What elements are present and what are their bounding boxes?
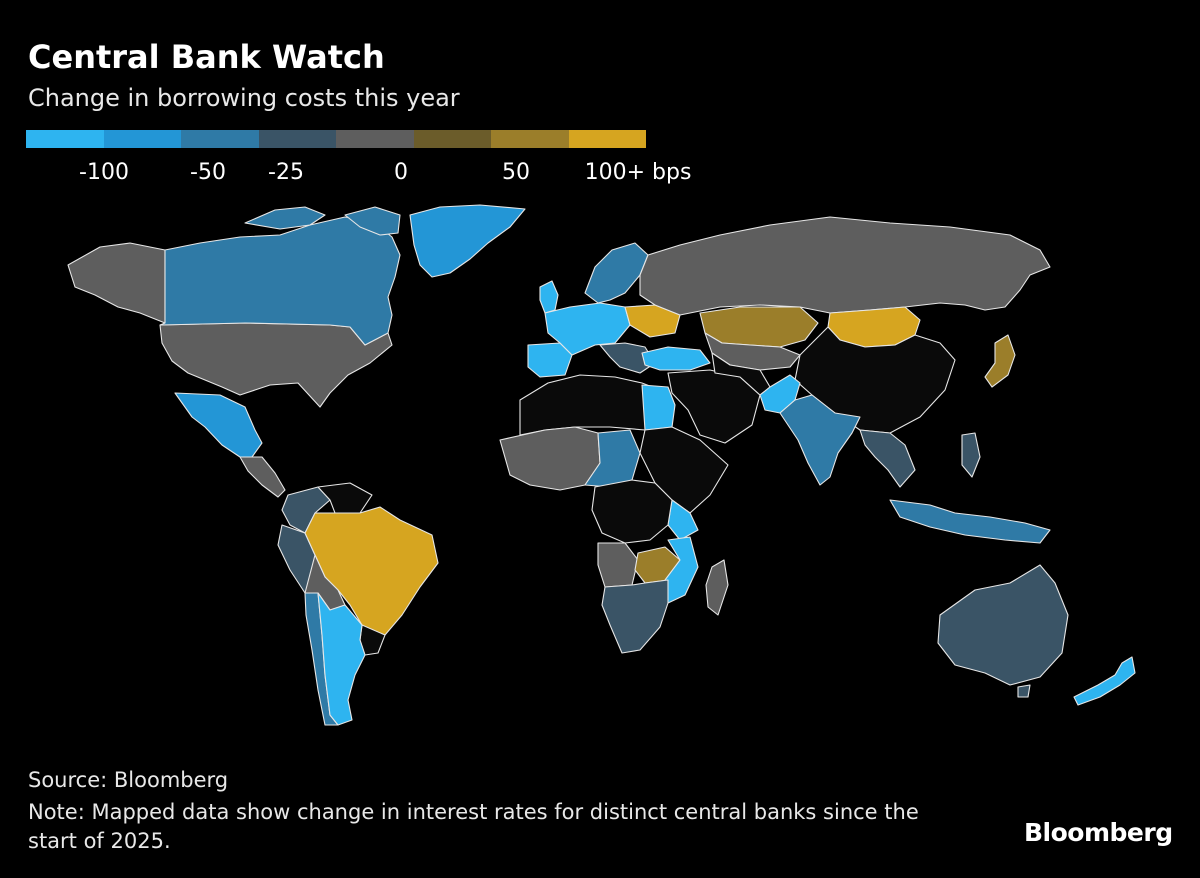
region-australia bbox=[937, 564, 1069, 686]
legend-label: 50 bbox=[502, 160, 530, 185]
region-turkey bbox=[641, 346, 711, 371]
legend-swatch bbox=[103, 130, 181, 148]
region-indonesia bbox=[889, 499, 1051, 544]
source-note: Source: Bloomberg bbox=[28, 768, 229, 792]
region-alaska bbox=[67, 242, 166, 324]
region-new-zealand bbox=[1073, 656, 1136, 706]
region-pakistan bbox=[759, 374, 801, 414]
legend-swatch bbox=[568, 130, 646, 148]
region-scandinavia bbox=[584, 242, 649, 304]
region-western-europe bbox=[544, 302, 631, 356]
bloomberg-logo: Bloomberg bbox=[1024, 818, 1173, 847]
region-russia bbox=[639, 216, 1051, 316]
chart-title: Central Bank Watch bbox=[28, 38, 385, 76]
region-philippines bbox=[961, 432, 981, 478]
legend-label: -25 bbox=[268, 160, 304, 185]
region-greenland bbox=[409, 204, 526, 278]
legend-swatch bbox=[258, 130, 336, 148]
world-map bbox=[67, 204, 1136, 726]
legend-swatch bbox=[413, 130, 491, 148]
legend-swatch bbox=[26, 130, 104, 148]
methodology-note: Note: Mapped data show change in interes… bbox=[28, 800, 919, 853]
region-united-kingdom bbox=[539, 280, 559, 314]
region-central-africa bbox=[591, 479, 673, 544]
legend-swatches bbox=[26, 130, 646, 148]
color-legend: -100 -50 -25 0 50 100+ bps bbox=[26, 130, 691, 190]
region-southern-africa bbox=[601, 579, 669, 654]
region-canada bbox=[159, 216, 401, 346]
region-egypt bbox=[641, 384, 676, 431]
region-mozambique bbox=[664, 536, 699, 604]
legend-label: 100+ bps bbox=[584, 160, 692, 185]
region-india bbox=[779, 394, 861, 486]
region-east-africa bbox=[639, 426, 729, 514]
region-madagascar bbox=[705, 559, 729, 616]
legend-swatch bbox=[336, 130, 414, 148]
region-argentina bbox=[317, 592, 366, 726]
chart-subtitle: Change in borrowing costs this year bbox=[28, 84, 460, 112]
region-angola bbox=[597, 542, 639, 588]
region-central-america bbox=[239, 456, 286, 498]
legend-swatch bbox=[181, 130, 259, 148]
region-southeast-asia bbox=[859, 429, 916, 488]
legend-label: 0 bbox=[394, 160, 408, 185]
legend-swatch bbox=[491, 130, 569, 148]
legend-label: -50 bbox=[190, 160, 226, 185]
region-balkans bbox=[599, 342, 656, 374]
region-canada-islands bbox=[244, 206, 326, 230]
region-tasmania bbox=[1017, 684, 1031, 698]
region-west-africa bbox=[499, 426, 601, 491]
legend-label: -100 bbox=[79, 160, 129, 185]
region-mexico bbox=[174, 392, 263, 458]
region-canada-baffin bbox=[344, 206, 401, 236]
region-japan bbox=[984, 334, 1016, 388]
